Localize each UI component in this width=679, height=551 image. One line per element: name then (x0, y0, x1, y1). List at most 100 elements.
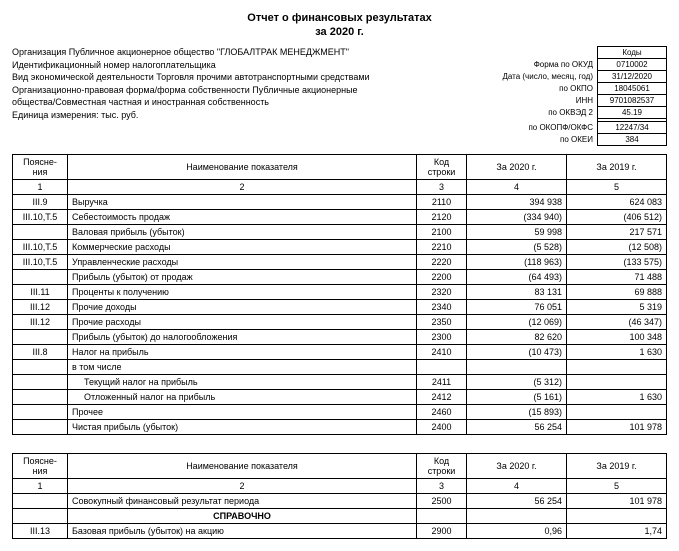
table-row: Валовая прибыль (убыток)210059 998217 57… (13, 225, 667, 240)
cell-2019: (406 512) (567, 210, 667, 225)
cell-note: III.8 (13, 345, 68, 360)
cell-code: 2500 (417, 494, 467, 509)
cell-2019: (133 575) (567, 255, 667, 270)
table-row: III.10,Т.5Коммерческие расходы2210(5 528… (13, 240, 667, 255)
cell-2020: 394 938 (467, 195, 567, 210)
cell-name: Прибыль (убыток) от продаж (68, 270, 417, 285)
table-row: Отложенный налог на прибыль2412(5 161)1 … (13, 390, 667, 405)
code-val: 12247/34 (597, 122, 667, 134)
cell-code: 2900 (417, 524, 467, 539)
cell-2019 (567, 375, 667, 390)
cell-2019 (567, 405, 667, 420)
cell-name: Налог на прибыль (68, 345, 417, 360)
cell-2019 (567, 509, 667, 524)
cell-name: Чистая прибыль (убыток) (68, 420, 417, 435)
th-2020: За 2020 г. (467, 454, 567, 479)
cell-2019: 217 571 (567, 225, 667, 240)
report-subtitle: за 2020 г. (12, 26, 667, 38)
cell-note (13, 375, 68, 390)
colnum: 2 (68, 180, 417, 195)
cell-2019: 1 630 (567, 345, 667, 360)
cell-code: 2411 (417, 375, 467, 390)
th-name: Наименование показателя (68, 155, 417, 180)
table-row: III.8Налог на прибыль2410(10 473)1 630 (13, 345, 667, 360)
cell-code: 2350 (417, 315, 467, 330)
cell-code: 2300 (417, 330, 467, 345)
table-row: III.10,Т.5Управленческие расходы2220(118… (13, 255, 667, 270)
cell-2019: 1,74 (567, 524, 667, 539)
cell-code: 2320 (417, 285, 467, 300)
cell-2019: 71 488 (567, 270, 667, 285)
cell-2019: 69 888 (567, 285, 667, 300)
cell-2019: 100 348 (567, 330, 667, 345)
table-row: III.12Прочие расходы2350(12 069)(46 347) (13, 315, 667, 330)
main-table: Поясне- ния Наименование показателя Код … (12, 154, 667, 435)
cell-2019: 101 978 (567, 494, 667, 509)
cell-code (417, 509, 467, 524)
code-val: 0710002 (597, 59, 667, 71)
cell-2020: (5 528) (467, 240, 567, 255)
cell-2020: 82 620 (467, 330, 567, 345)
code-val: 18045061 (597, 83, 667, 95)
code-label: Форма по ОКУД (467, 59, 597, 71)
colnum: 3 (417, 180, 467, 195)
colnum: 4 (467, 479, 567, 494)
cell-code (417, 360, 467, 375)
cell-2020: (118 963) (467, 255, 567, 270)
cell-name: Базовая прибыль (убыток) на акцию (68, 524, 417, 539)
codes-title: Коды (597, 46, 667, 59)
cell-note (13, 360, 68, 375)
cell-name: Текущий налог на прибыль (68, 375, 417, 390)
cell-note: III.10,Т.5 (13, 240, 68, 255)
cell-code: 2412 (417, 390, 467, 405)
org-line: Организация Публичное акционерное общест… (12, 46, 467, 59)
org-info: Организация Публичное акционерное общест… (12, 46, 467, 122)
cell-2020: 83 131 (467, 285, 567, 300)
cell-note: III.12 (13, 315, 68, 330)
table-row: в том числе (13, 360, 667, 375)
cell-2020 (467, 509, 567, 524)
cell-note (13, 494, 68, 509)
cell-2019: (46 347) (567, 315, 667, 330)
cell-2020 (467, 360, 567, 375)
cell-code: 2100 (417, 225, 467, 240)
org-line: Единица измерения: тыс. руб. (12, 109, 467, 122)
cell-note (13, 420, 68, 435)
cell-name: Совокупный финансовый результат периода (68, 494, 417, 509)
cell-2020: 56 254 (467, 420, 567, 435)
secondary-table: Поясне- ния Наименование показателя Код … (12, 453, 667, 539)
cell-note (13, 330, 68, 345)
org-line: общества/Совместная частная и иностранна… (12, 96, 467, 109)
org-line: Вид экономической деятельности Торговля … (12, 71, 467, 84)
cell-2020: 59 998 (467, 225, 567, 240)
table-row: III.9Выручка2110394 938624 083 (13, 195, 667, 210)
report-title: Отчет о финансовых результатах (12, 12, 667, 24)
cell-code: 2340 (417, 300, 467, 315)
cell-2020: (5 312) (467, 375, 567, 390)
cell-name: в том числе (68, 360, 417, 375)
table-row: III.12Прочие доходы234076 0515 319 (13, 300, 667, 315)
code-val: 45.19 (597, 107, 667, 119)
table-row: Чистая прибыль (убыток)240056 254101 978 (13, 420, 667, 435)
code-label: ИНН (467, 95, 597, 107)
cell-note (13, 270, 68, 285)
cell-name: Себестоимость продаж (68, 210, 417, 225)
cell-code: 2220 (417, 255, 467, 270)
th-code: Код строки (417, 454, 467, 479)
cell-2019: 101 978 (567, 420, 667, 435)
cell-code: 2400 (417, 420, 467, 435)
cell-2019: 1 630 (567, 390, 667, 405)
cell-code: 2410 (417, 345, 467, 360)
cell-name: Управленческие расходы (68, 255, 417, 270)
cell-code: 2110 (417, 195, 467, 210)
th-notes: Поясне- ния (13, 155, 68, 180)
th-code: Код строки (417, 155, 467, 180)
colnum: 1 (13, 180, 68, 195)
cell-code: 2210 (417, 240, 467, 255)
code-label: по ОКЕИ (467, 134, 597, 146)
cell-code: 2200 (417, 270, 467, 285)
cell-note: III.10,Т.5 (13, 255, 68, 270)
cell-note (13, 405, 68, 420)
cell-2019: 624 083 (567, 195, 667, 210)
code-label: Дата (число, месяц, год) (467, 71, 597, 83)
